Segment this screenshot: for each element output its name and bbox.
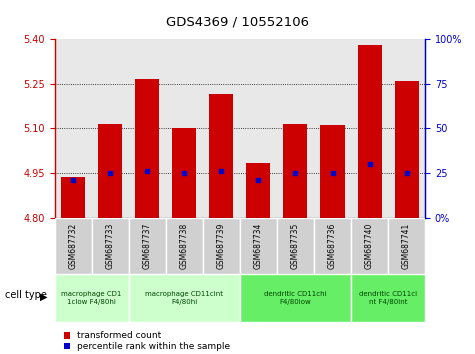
Text: GSM687739: GSM687739 bbox=[217, 223, 226, 269]
Text: dendritic CD11ci
nt F4/80int: dendritic CD11ci nt F4/80int bbox=[359, 291, 417, 305]
Text: transformed count: transformed count bbox=[77, 331, 161, 340]
Bar bbox=[166, 218, 203, 274]
Bar bbox=[321, 125, 344, 218]
Text: macrophage CD11cint
F4/80hi: macrophage CD11cint F4/80hi bbox=[145, 291, 223, 305]
Text: percentile rank within the sample: percentile rank within the sample bbox=[77, 342, 230, 351]
Bar bbox=[395, 81, 418, 218]
Text: GSM687733: GSM687733 bbox=[106, 223, 114, 269]
Bar bbox=[135, 79, 159, 218]
Bar bbox=[284, 124, 307, 218]
Text: GSM687736: GSM687736 bbox=[328, 223, 337, 269]
Bar bbox=[240, 274, 351, 322]
Text: dendritic CD11chi
F4/80low: dendritic CD11chi F4/80low bbox=[264, 291, 327, 305]
Bar bbox=[351, 274, 425, 322]
Text: GSM687735: GSM687735 bbox=[291, 223, 300, 269]
Bar bbox=[351, 218, 388, 274]
Text: GSM687737: GSM687737 bbox=[143, 223, 152, 269]
Bar bbox=[209, 94, 233, 218]
Text: macrophage CD1
1clow F4/80hi: macrophage CD1 1clow F4/80hi bbox=[61, 291, 122, 305]
Bar bbox=[61, 177, 85, 218]
Text: GSM687734: GSM687734 bbox=[254, 223, 263, 269]
Bar bbox=[314, 218, 351, 274]
Bar bbox=[388, 218, 425, 274]
Text: GSM687740: GSM687740 bbox=[365, 223, 374, 269]
Bar bbox=[92, 218, 129, 274]
Text: GSM687738: GSM687738 bbox=[180, 223, 189, 269]
Bar bbox=[172, 129, 196, 218]
Bar bbox=[55, 274, 129, 322]
Bar bbox=[277, 218, 314, 274]
Bar bbox=[55, 218, 92, 274]
Text: cell type: cell type bbox=[5, 290, 47, 300]
Bar bbox=[358, 45, 381, 218]
Bar bbox=[129, 274, 240, 322]
Text: GSM687732: GSM687732 bbox=[69, 223, 77, 269]
Text: GDS4369 / 10552106: GDS4369 / 10552106 bbox=[166, 16, 309, 29]
Bar bbox=[203, 218, 240, 274]
Bar bbox=[247, 162, 270, 218]
Text: GSM687741: GSM687741 bbox=[402, 223, 411, 269]
Bar bbox=[129, 218, 166, 274]
Text: ▶: ▶ bbox=[40, 291, 48, 302]
Bar bbox=[98, 124, 122, 218]
Bar bbox=[240, 218, 277, 274]
